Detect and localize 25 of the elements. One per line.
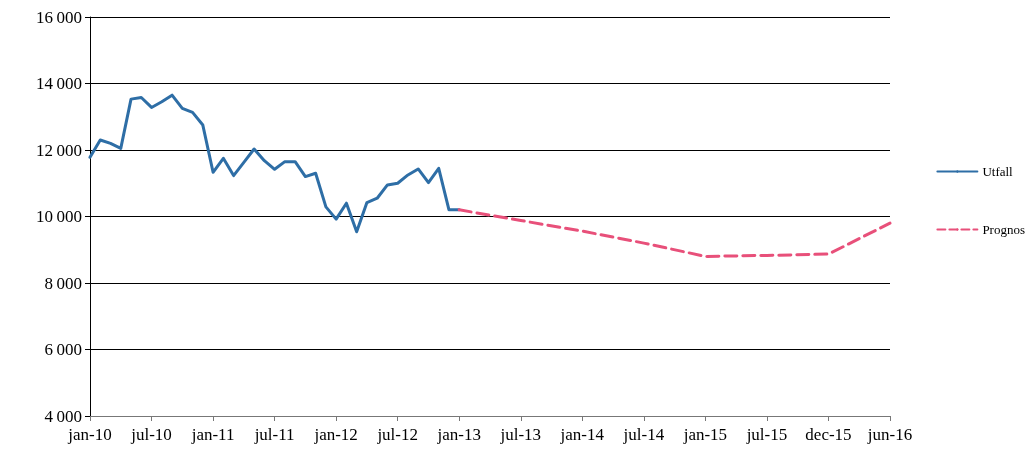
y-tick-label: 6 000	[44, 340, 82, 359]
y-tick-label: 12 000	[36, 140, 82, 160]
x-tick-label: jun-16	[866, 425, 913, 444]
x-tick-label: jul-13	[499, 425, 542, 444]
x-tick-label: jan-11	[190, 425, 235, 444]
x-tick-label: jan-15	[682, 425, 728, 444]
y-tick-label: 8 000	[44, 273, 82, 293]
x-tick-label: jul-14	[622, 425, 665, 444]
x-tick-label: jul-15	[745, 425, 788, 444]
line-series	[457, 208, 892, 258]
legend-label: Utfall	[982, 164, 1014, 179]
y-tick-label: 4 000	[44, 406, 82, 426]
x-tick-label: jan-10	[67, 425, 112, 444]
x-tick-label: jul-10	[130, 425, 172, 444]
legend-label: Prognos	[982, 222, 1026, 237]
y-tick-label: 16 000	[36, 7, 82, 27]
y-tick-label: 14 000	[36, 74, 82, 93]
line-series	[88, 93, 461, 234]
x-tick-label: jul-11	[253, 425, 295, 444]
x-tick-label: jan-14	[559, 425, 605, 444]
x-tick-label: jan-13	[436, 425, 481, 444]
x-tick-label: jul-12	[376, 425, 418, 444]
y-tick-label: 10 000	[36, 207, 82, 226]
x-tick-label: dec-15	[805, 425, 852, 444]
x-tick-label: jan-12	[313, 425, 358, 444]
